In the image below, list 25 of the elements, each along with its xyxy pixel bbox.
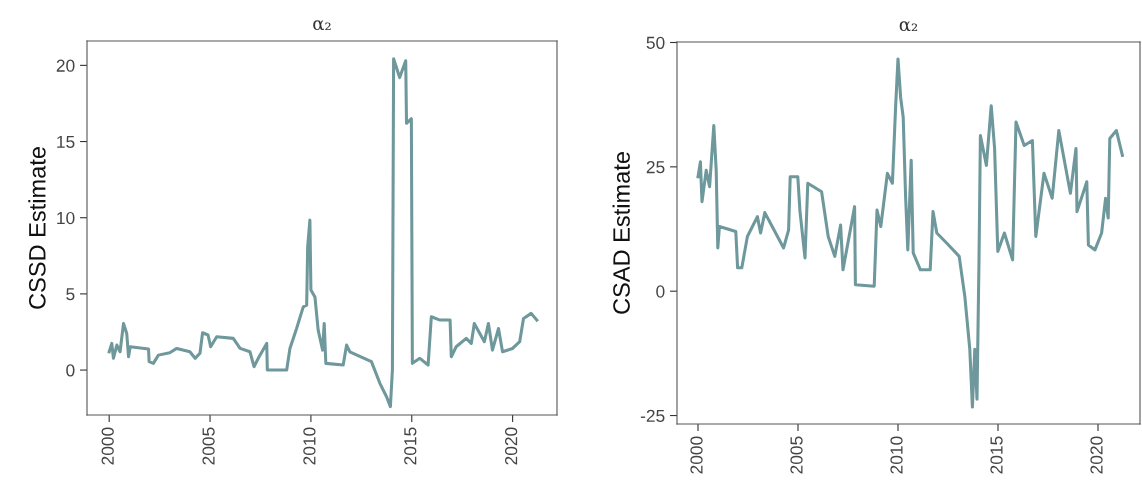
y-tick-label: 0 <box>656 285 665 298</box>
y-tick-label: -25 <box>640 409 665 423</box>
y-axis-title: CSAD Estimate <box>612 152 630 314</box>
x-tick-label: 2015 <box>404 427 417 465</box>
x-tick-label: 2020 <box>1090 436 1103 474</box>
x-tick-label: 2000 <box>101 427 114 465</box>
x-tick-label: 2015 <box>990 436 1003 474</box>
x-tick-label: 2000 <box>690 436 703 474</box>
x-tick-label: 2010 <box>303 427 316 465</box>
line-series <box>107 57 539 409</box>
y-tick-label: 20 <box>56 59 75 72</box>
chart-title: α₂ <box>313 20 331 31</box>
x-tick-label: 2005 <box>202 427 215 465</box>
y-tick-label: 50 <box>646 36 665 49</box>
y-tick-label: 5 <box>66 288 75 301</box>
line-series <box>696 57 1124 409</box>
y-axis-title: CSSD Estimate <box>28 147 46 309</box>
x-tick-label: 2005 <box>790 436 803 474</box>
chart-title: α₂ <box>899 21 918 32</box>
y-tick-label: 0 <box>66 364 75 377</box>
y-tick-label: 15 <box>57 135 75 149</box>
y-tick-label: 10 <box>57 211 75 225</box>
y-tick-label: 25 <box>646 161 665 174</box>
x-tick-label: 2010 <box>890 436 903 474</box>
x-tick-label: 2020 <box>504 427 518 465</box>
